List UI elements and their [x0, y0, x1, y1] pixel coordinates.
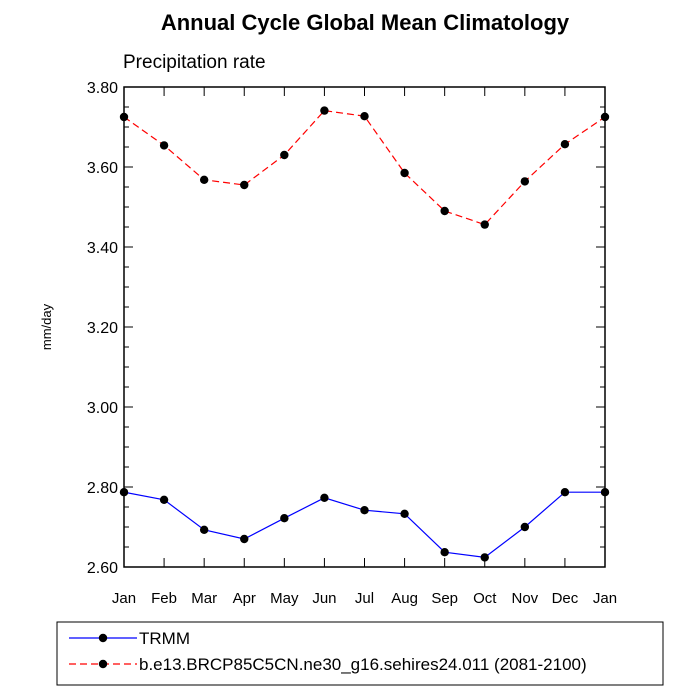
x-tick-label: May: [270, 590, 299, 607]
x-tick-label: Jan: [593, 590, 617, 607]
series-1-point: [400, 509, 409, 518]
x-tick-label: Dec: [552, 590, 579, 607]
legend-marker-2: [98, 659, 108, 669]
series-2-point: [119, 112, 129, 122]
series-2-point: [320, 106, 329, 115]
series-line-2: [123, 109, 606, 226]
series-1-point: [520, 522, 530, 532]
series-1-point: [240, 534, 249, 544]
x-tick-label: Sep: [431, 590, 458, 607]
plot-frame: [123, 86, 606, 568]
chart-subtitle: Precipitation rate: [123, 52, 266, 73]
series-1-point: [560, 488, 570, 497]
x-tick-label: Aug: [391, 590, 418, 607]
y-tick-label: 3.40: [87, 240, 118, 257]
series-1-point: [119, 488, 129, 497]
x-tick-label: Mar: [191, 590, 217, 607]
series-1-point: [320, 493, 329, 502]
y-axis-label: mm/day: [39, 303, 54, 350]
y-tick-label: 3.20: [87, 320, 118, 337]
x-tick-label: Feb: [151, 590, 177, 607]
series-2-point: [240, 180, 249, 190]
x-tick-label: Jun: [312, 590, 336, 607]
x-tick-label: Oct: [473, 590, 497, 607]
series-2-point: [400, 168, 409, 178]
series-2-point: [159, 141, 169, 150]
x-axis: Jan Feb Mar Apr May Jun Jul Aug Sep Oct Nov Dec Jan: [112, 87, 617, 607]
series-2-point: [600, 112, 610, 122]
x-tick-label: Apr: [233, 590, 256, 607]
legend-label-1: TRMM: [139, 629, 190, 648]
series-1-point: [159, 495, 169, 504]
series-1-point: [600, 488, 610, 497]
series-2-point: [440, 206, 449, 216]
y-tick-label: 2.60: [87, 560, 118, 577]
legend-marker-1: [98, 633, 108, 643]
x-tick-label: Jul: [355, 590, 374, 607]
series-1-point: [440, 548, 449, 557]
x-tick-label: Nov: [511, 590, 538, 607]
y-tick-label: 3.80: [87, 80, 118, 97]
series-line-1: [123, 491, 605, 559]
y-tick-label: 3.00: [87, 400, 118, 417]
series-2-point: [199, 175, 209, 184]
series-layer: [119, 106, 610, 562]
legend-box: [56, 621, 664, 686]
y-tick-label: 2.80: [87, 480, 118, 497]
y-tick-label: 3.60: [87, 160, 118, 177]
series-2-point: [280, 150, 289, 160]
series-2-point: [480, 220, 489, 229]
series-1-point: [280, 514, 289, 523]
series-1-point: [480, 553, 489, 562]
series-1-point: [199, 525, 209, 534]
y-axis: 2.60 2.80 3.00 3.20 3.40 3.60 3.80: [87, 80, 605, 577]
x-tick-label: Jan: [112, 590, 136, 607]
series-2-point: [560, 140, 570, 149]
chart-title: Annual Cycle Global Mean Climatology: [161, 10, 570, 35]
legend: TRMM b.e13.BRCP85C5CN.ne30_g16.sehires24.…: [69, 629, 587, 674]
series-2-point: [360, 112, 369, 121]
series-2-point: [520, 177, 530, 186]
legend-label-2: b.e13.BRCP85C5CN.ne30_g16.sehires24.011 …: [139, 655, 587, 674]
series-1-point: [360, 506, 369, 515]
